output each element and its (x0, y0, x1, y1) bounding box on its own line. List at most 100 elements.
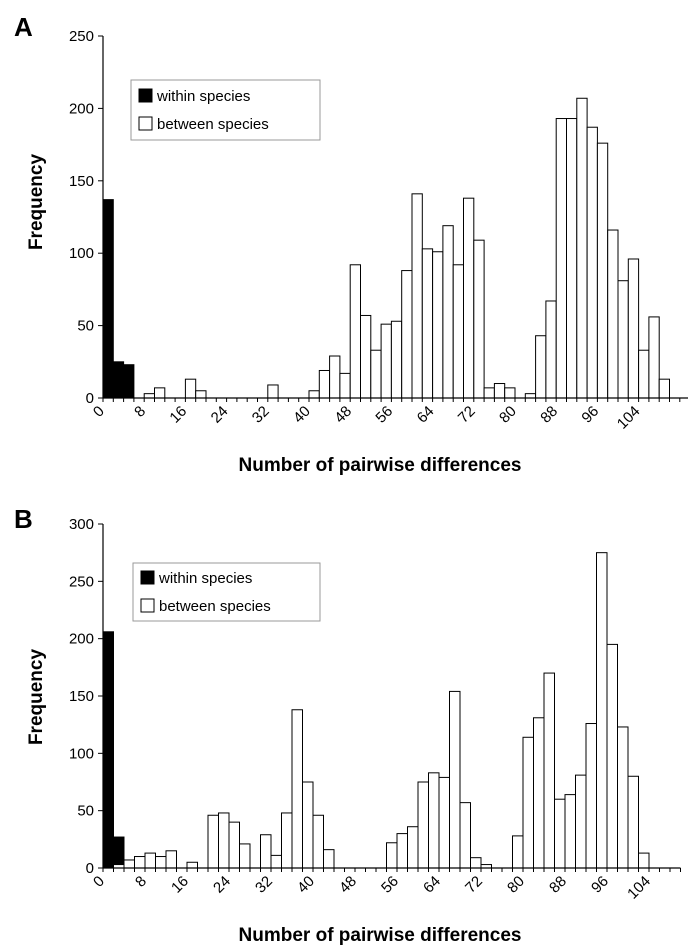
bar-between-species (144, 852, 156, 869)
bar-between-species (543, 672, 555, 869)
bar-between-species (638, 852, 650, 869)
y-tick-label: 50 (77, 803, 94, 820)
bar-between-species (504, 387, 516, 399)
x-tick-label: 80 (504, 873, 528, 897)
x-tick-label: 16 (168, 873, 192, 897)
x-tick-label: 64 (414, 403, 438, 427)
bar-between-species (442, 225, 454, 399)
legend-frame-a (130, 79, 321, 141)
x-tick-label: 96 (588, 873, 612, 897)
bar-between-species (401, 270, 413, 399)
bar-between-species (308, 390, 320, 399)
bar-between-species (452, 264, 465, 399)
bar-between-species (627, 258, 640, 399)
bar-between-species (512, 835, 524, 869)
x-tick-label: 56 (378, 873, 402, 897)
bar-between-species (617, 726, 629, 869)
bar-between-species (432, 251, 444, 399)
bar-between-species (606, 643, 618, 869)
bar-between-species (428, 772, 440, 869)
x-tick-label: 40 (294, 873, 318, 897)
bar-between-species (522, 736, 534, 869)
panel-letter-b: B (14, 504, 33, 534)
bar-between-species (483, 387, 495, 399)
x-tick-label: 56 (372, 403, 396, 427)
bar-between-species (596, 552, 608, 869)
x-tick-label: 16 (166, 403, 190, 427)
legend-label-between-b: between species (159, 598, 271, 615)
bar-within-species (102, 199, 114, 399)
legend-label-within-b: within species (158, 570, 252, 587)
legend-swatch-within-a (138, 88, 153, 103)
bar-between-species (349, 264, 362, 399)
bar-between-species (555, 118, 568, 399)
x-tick-label: 104 (624, 873, 654, 903)
bar-between-species (554, 798, 566, 869)
bars-a (102, 97, 671, 399)
bar-between-species (617, 280, 629, 399)
bar-between-species (186, 861, 198, 869)
x-tick-label: 80 (496, 403, 520, 427)
y-tick-label: 50 (77, 318, 94, 335)
bar-between-species (390, 320, 403, 399)
bar-between-species (267, 384, 279, 399)
bar-between-species (585, 723, 597, 869)
x-tick-label: 0 (90, 403, 108, 421)
bar-between-species (576, 97, 588, 399)
bar-between-species (329, 355, 341, 399)
bar-between-species (323, 849, 335, 869)
bar-between-species (535, 335, 547, 399)
bar-between-species (339, 372, 351, 399)
bar-between-species (407, 826, 419, 869)
bar-between-species (380, 323, 392, 399)
x-tick-label: 48 (331, 403, 355, 427)
legend-swatch-within-b (140, 570, 155, 585)
bar-between-species (360, 314, 372, 399)
bar-between-species (586, 126, 598, 399)
bar-between-species (566, 118, 578, 399)
bar-between-species (218, 812, 230, 869)
bar-between-species (421, 248, 434, 399)
bar-between-species (165, 850, 177, 869)
y-tick-label: 0 (86, 390, 94, 407)
x-tick-label: 88 (546, 873, 570, 897)
legend-b: within species between species (132, 562, 321, 622)
bar-between-species (155, 856, 167, 869)
bar-between-species (318, 369, 331, 399)
bar-between-species (411, 193, 423, 399)
bar-between-species (195, 390, 207, 399)
y-tick-label: 100 (69, 745, 94, 762)
bar-between-species (470, 857, 482, 869)
y-tick-label: 250 (69, 573, 94, 590)
bar-within-species (113, 836, 125, 869)
bar-between-species (596, 142, 609, 399)
bar-between-species (154, 387, 166, 399)
x-tick-label: 64 (420, 873, 444, 897)
legend-swatch-between-a (138, 116, 153, 131)
panel-a: A Frequency Number of pairwise differenc… (14, 12, 688, 476)
legend-frame-b (132, 562, 321, 622)
bar-between-species (533, 717, 545, 869)
bar-between-species (438, 776, 450, 869)
x-tick-label: 40 (290, 403, 314, 427)
y-tick-label: 200 (69, 100, 94, 117)
y-tick-label: 150 (69, 173, 94, 190)
bar-within-species (112, 361, 125, 399)
x-tick-label: 0 (90, 873, 108, 891)
bar-between-species (239, 843, 251, 869)
x-tick-label: 8 (132, 873, 150, 891)
x-tick-label: 72 (462, 873, 486, 897)
bar-between-species (607, 229, 619, 399)
y-tick-label: 250 (69, 28, 94, 45)
x-tick-label: 8 (131, 403, 149, 421)
bar-between-species (270, 854, 282, 869)
bar-between-species (123, 859, 135, 869)
bar-between-species (564, 794, 576, 869)
legend-swatch-between-b (140, 598, 155, 613)
bar-between-species (524, 393, 537, 399)
y-tick-label: 0 (86, 860, 94, 877)
x-tick-label: 32 (252, 873, 276, 897)
bar-between-species (370, 349, 382, 399)
bar-between-species (417, 781, 429, 869)
